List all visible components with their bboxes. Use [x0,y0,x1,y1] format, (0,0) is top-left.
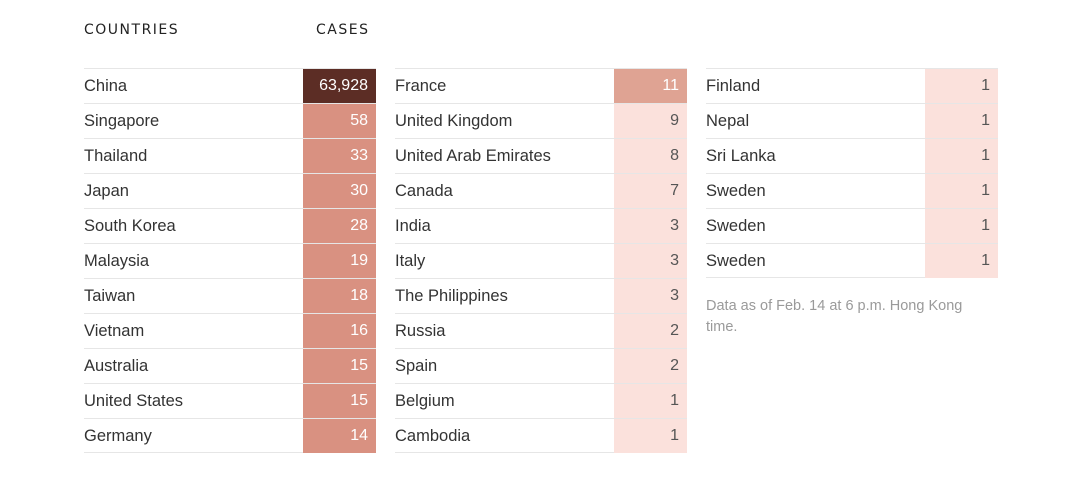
table-row: United States 15 [84,383,376,418]
case-count: 1 [925,244,998,278]
table-row: Spain 2 [395,348,687,383]
case-count: 1 [614,384,687,418]
case-count: 63,928 [303,69,376,103]
case-count: 1 [925,139,998,173]
table-row: Taiwan 18 [84,278,376,313]
case-count: 3 [614,279,687,313]
country-name: Spain [395,357,438,375]
case-count: 1 [925,209,998,243]
country-name: Japan [84,182,129,200]
case-count: 19 [303,244,376,278]
table-row: Germany 14 [84,418,376,453]
case-count: 18 [303,279,376,313]
case-count: 1 [925,174,998,208]
table-row: Sweden 1 [706,243,998,278]
country-name: Taiwan [84,287,136,305]
case-count: 2 [614,314,687,348]
country-name: Australia [84,357,149,375]
country-name: France [395,77,447,95]
table-row: Russia 2 [395,313,687,348]
country-name: Italy [395,252,426,270]
case-count: 30 [303,174,376,208]
table-row: India 3 [395,208,687,243]
country-name: United Kingdom [395,112,513,130]
data-note: Data as of Feb. 14 at 6 p.m. Hong Kong t… [706,298,963,335]
country-name: South Korea [84,217,176,235]
country-name: China [84,77,128,95]
case-count: 1 [614,419,687,453]
case-count: 33 [303,139,376,173]
country-name: Nepal [706,112,750,130]
case-count: 11 [614,69,687,103]
table-row: Sri Lanka 1 [706,138,998,173]
table-row: Cambodia 1 [395,418,687,453]
table-row: Japan 30 [84,173,376,208]
table-row: Sweden 1 [706,173,998,208]
country-name: India [395,217,431,235]
table-row: Nepal 1 [706,103,998,138]
case-count: 14 [303,419,376,453]
case-count: 28 [303,209,376,243]
country-name: Thailand [84,147,148,165]
table-column-1: China 63,928 Singapore 58 Thailand 33 Japan 30 S… [84,68,376,453]
country-name: Russia [395,322,446,340]
table-row: United Arab Emirates 8 [395,138,687,173]
case-count: 9 [614,104,687,138]
case-count: 15 [303,384,376,418]
case-count: 2 [614,349,687,383]
table-row: Finland 1 [706,68,998,103]
table-row: South Korea 28 [84,208,376,243]
country-name: Finland [706,77,761,95]
table-row: The Philippines 3 [395,278,687,313]
countries-header: COUNTRIES [84,22,180,38]
country-name: Belgium [395,392,455,410]
country-name: Sri Lanka [706,147,776,165]
case-count: 3 [614,244,687,278]
table-row: Singapore 58 [84,103,376,138]
country-name: Sweden [706,182,766,200]
table-row: United Kingdom 9 [395,103,687,138]
country-name: Germany [84,427,152,445]
case-count: 15 [303,349,376,383]
country-name: The Philippines [395,287,508,305]
table-column-2: France 11 United Kingdom 9 United Arab Emira… [395,68,687,453]
case-count: 3 [614,209,687,243]
case-count: 8 [614,139,687,173]
table-column-3: Finland 1 Nepal 1 Sri Lanka 1 Sweden 1 Sweden 1 Sw… [706,68,998,278]
country-name: Malaysia [84,252,150,270]
case-count: 7 [614,174,687,208]
table-row: Malaysia 19 [84,243,376,278]
case-count: 16 [303,314,376,348]
case-count: 58 [303,104,376,138]
table-row: China 63,928 [84,68,376,103]
table-row: France 11 [395,68,687,103]
country-name: Sweden [706,252,766,270]
table-row: Sweden 1 [706,208,998,243]
country-name: Vietnam [84,322,145,340]
country-name: United Arab Emirates [395,147,551,165]
table-row: Italy 3 [395,243,687,278]
cases-header: CASES [316,22,370,38]
table-row: Thailand 33 [84,138,376,173]
table-row: Canada 7 [395,173,687,208]
country-name: United States [84,392,184,410]
case-count: 1 [925,69,998,103]
table-row: Vietnam 16 [84,313,376,348]
country-name: Canada [395,182,453,200]
table-row: Australia 15 [84,348,376,383]
country-name: Cambodia [395,427,471,445]
country-name: Singapore [84,112,160,130]
country-name: Sweden [706,217,766,235]
table-row: Belgium 1 [395,383,687,418]
case-count: 1 [925,104,998,138]
